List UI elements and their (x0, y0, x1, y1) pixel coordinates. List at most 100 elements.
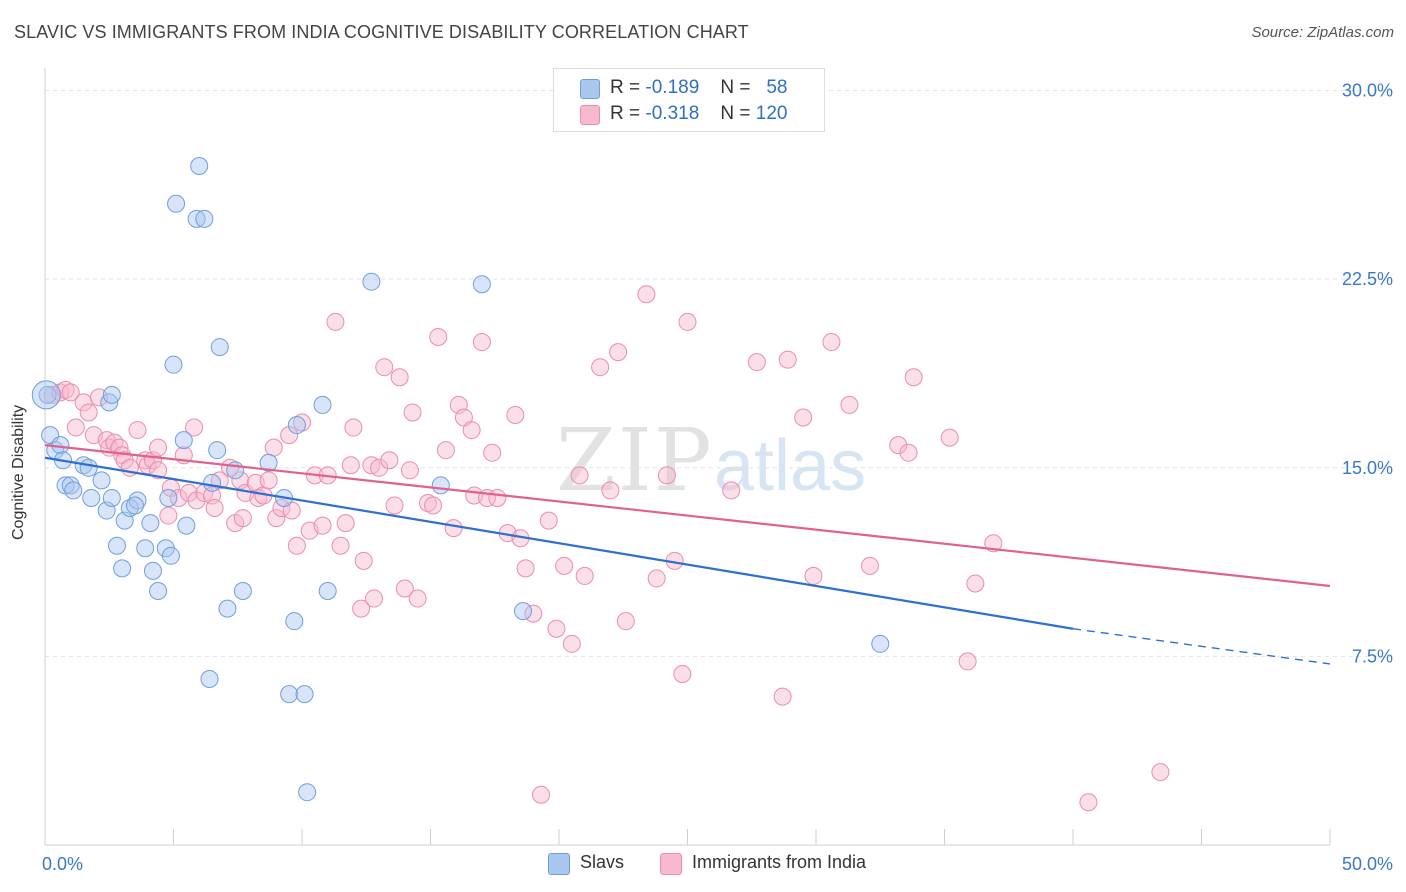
slavs-point (102, 488, 121, 507)
slavs-point (64, 481, 83, 500)
india-point (331, 536, 350, 555)
india-point (678, 312, 697, 331)
slavs-trend-extension (1072, 628, 1331, 665)
india-point (326, 312, 345, 331)
slavs-point (177, 516, 196, 535)
india-point (429, 328, 448, 347)
india-point (899, 443, 918, 462)
india-point (267, 509, 286, 528)
slavs-point (128, 491, 147, 510)
india-point (747, 353, 766, 372)
slavs-point (31, 380, 61, 410)
slavs-point (208, 441, 227, 460)
slavs-point (190, 157, 209, 176)
slavs-point (195, 209, 214, 228)
slavs-point (136, 539, 155, 558)
india-point (56, 380, 75, 399)
india-r-value: -0.318 (645, 103, 700, 124)
india-point (601, 481, 620, 500)
india-point (1151, 763, 1170, 782)
y-tick-label: 30.0% (1342, 81, 1393, 101)
slavs-point (313, 395, 332, 414)
india-point (79, 403, 98, 422)
india-point (889, 436, 908, 455)
india-point (637, 285, 656, 304)
slavs-point (92, 471, 111, 490)
slavs-point (82, 488, 101, 507)
correlation-legend: R = -0.189 N = 58 R = -0.318 N = 120 (553, 68, 825, 132)
slavs-point (164, 355, 183, 374)
slavs-point (280, 685, 299, 704)
india-point (804, 566, 823, 585)
india-point (506, 405, 525, 424)
slavs-point (287, 416, 306, 435)
slavs-point (125, 496, 144, 515)
slavs-point (259, 453, 278, 472)
india-point (1079, 793, 1098, 812)
slavs-point (120, 499, 139, 518)
india-point (375, 358, 394, 377)
slavs-r-value: -0.189 (645, 77, 700, 98)
india-point (673, 664, 692, 683)
india-point (591, 358, 610, 377)
india-point (966, 574, 985, 593)
india-point (385, 496, 404, 515)
axes (44, 68, 1331, 846)
india-point (149, 438, 168, 457)
india-point (539, 511, 558, 530)
slavs-point (161, 546, 180, 565)
slavs-point (285, 612, 304, 631)
india-point (722, 481, 741, 500)
slavs-swatch (580, 79, 600, 99)
india-point (904, 368, 923, 387)
india-point (444, 519, 463, 538)
slavs-point (210, 338, 229, 357)
india-point (205, 499, 224, 518)
slavs-point (79, 458, 98, 477)
slavs-trend-line (44, 456, 1074, 630)
slavs-point (871, 634, 890, 653)
india-point (555, 556, 574, 575)
slavs-point (167, 194, 186, 213)
india-point (488, 488, 507, 507)
chart-title: SLAVIC VS IMMIGRANTS FROM INDIA COGNITIV… (14, 22, 749, 42)
india-point (778, 350, 797, 369)
india-legend-swatch (660, 853, 682, 875)
india-point (424, 496, 443, 515)
india-point (380, 451, 399, 470)
india-point (149, 461, 168, 480)
india-point (958, 652, 977, 671)
india-point (400, 461, 419, 480)
slavs-point (61, 476, 80, 495)
trend-lines (44, 444, 1331, 665)
slavs-point (174, 431, 193, 450)
slavs-points (31, 157, 890, 802)
india-point (179, 483, 198, 502)
slavs-point (113, 559, 132, 578)
watermark: ZIP atlas (556, 411, 866, 511)
india-point (354, 551, 373, 570)
india-point (293, 413, 311, 432)
india-point (344, 418, 363, 437)
india-point (390, 368, 409, 387)
y-tick-label: 22.5% (1342, 269, 1393, 289)
india-point (280, 426, 299, 445)
india-point (532, 785, 551, 804)
india-point (609, 343, 628, 362)
india-point (562, 634, 581, 653)
india-point (647, 569, 666, 588)
india-point (575, 566, 594, 585)
india-point (616, 612, 635, 631)
india-point (169, 488, 188, 507)
india-r-label: R = (610, 103, 641, 124)
slavs-point (298, 783, 317, 802)
india-point (940, 428, 959, 447)
x-tick-label: 50.0% (1342, 854, 1393, 874)
india-point (364, 589, 383, 608)
slavs-point (431, 476, 450, 495)
india-point (313, 516, 332, 535)
slavs-n-label: N = (720, 77, 751, 98)
slavs-point (187, 209, 206, 228)
slavs-point (159, 488, 178, 507)
